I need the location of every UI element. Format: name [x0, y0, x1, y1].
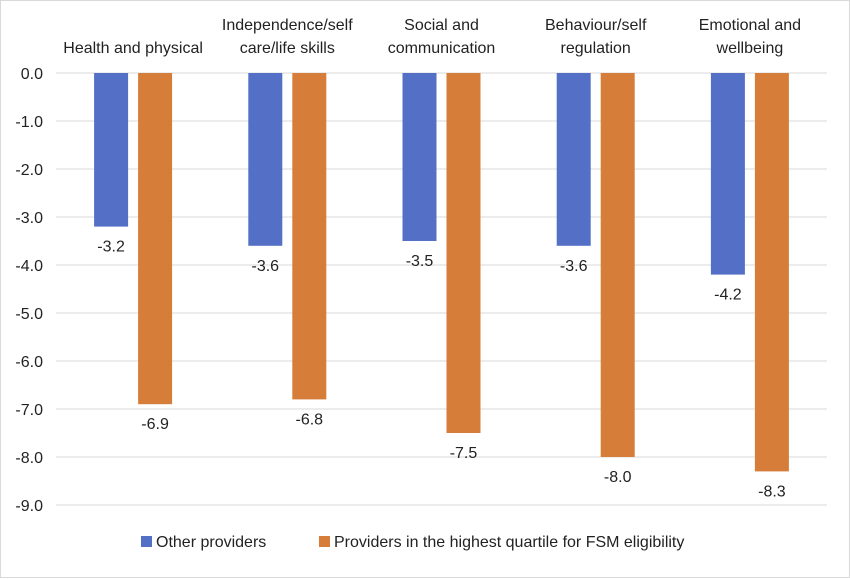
y-tick-label: 0.0 — [21, 66, 43, 83]
category-label: Emotional and wellbeing — [699, 17, 801, 57]
y-tick-label: -4.0 — [15, 258, 43, 275]
legend-label: Other providers — [156, 534, 266, 551]
category-label-line: communication — [388, 40, 496, 57]
data-label: -3.6 — [560, 258, 588, 275]
category-label-line: wellbeing — [716, 40, 784, 57]
category-label-line: Health and physical — [63, 40, 203, 57]
bar-other-providers — [556, 73, 591, 246]
y-tick-label: -3.0 — [15, 210, 43, 227]
data-label: -3.2 — [97, 239, 125, 256]
category-label: Health and physical — [63, 40, 203, 57]
category-label-line: Behaviour/self — [545, 17, 647, 34]
data-label: -8.0 — [604, 469, 632, 486]
category-label-line: Independence/self — [222, 17, 353, 34]
data-label: -3.6 — [252, 258, 280, 275]
data-label: -6.8 — [296, 411, 324, 428]
category-label: Social and communication — [388, 17, 496, 57]
category-label-line: regulation — [561, 40, 631, 57]
y-tick-label: -9.0 — [15, 498, 43, 515]
category-label-line: Emotional and — [699, 17, 801, 34]
data-label: -3.5 — [406, 253, 434, 270]
category-label-line: care/life skills — [240, 40, 335, 57]
data-label: -8.3 — [758, 483, 786, 500]
data-label: -7.5 — [450, 445, 478, 462]
legend: Other providers Providers in the highest … — [141, 534, 684, 551]
bar-highest-quartile — [446, 73, 481, 433]
legend-swatch — [319, 536, 330, 547]
data-labels: -3.2 -6.9 -3.6 -6.8 -3.5 -7.5 -3.6 -8.0 -4.2 -8.3 — [97, 239, 785, 501]
y-axis-ticks: 0.0 -1.0 -2.0 -3.0 -4.0 -5.0 -6.0 -7.0 -8.0 -9.0 — [15, 66, 43, 515]
category-label-line: Social and — [404, 17, 479, 34]
y-tick-label: -6.0 — [15, 354, 43, 371]
bar-highest-quartile — [138, 73, 173, 405]
data-label: -6.9 — [141, 416, 169, 433]
y-tick-label: -7.0 — [15, 402, 43, 419]
y-tick-label: -5.0 — [15, 306, 43, 323]
bars — [94, 73, 789, 472]
bar-highest-quartile — [754, 73, 789, 472]
y-tick-label: -2.0 — [15, 162, 43, 179]
bar-other-providers — [710, 73, 745, 275]
bar-other-providers — [402, 73, 437, 241]
y-tick-label: -8.0 — [15, 450, 43, 467]
bar-other-providers — [94, 73, 129, 227]
category-label: Independence/self care/life skills — [222, 17, 353, 57]
category-label: Behaviour/self regulation — [545, 17, 647, 57]
legend-label: Providers in the highest quartile for FS… — [334, 534, 684, 551]
category-labels: Health and physical Independence/self care… — [63, 17, 801, 57]
y-tick-label: -1.0 — [15, 114, 43, 131]
bar-highest-quartile — [292, 73, 327, 400]
bar-highest-quartile — [600, 73, 635, 457]
gridlines — [56, 72, 827, 506]
legend-swatch — [141, 536, 152, 547]
bar-other-providers — [248, 73, 283, 246]
data-label: -4.2 — [714, 287, 742, 304]
